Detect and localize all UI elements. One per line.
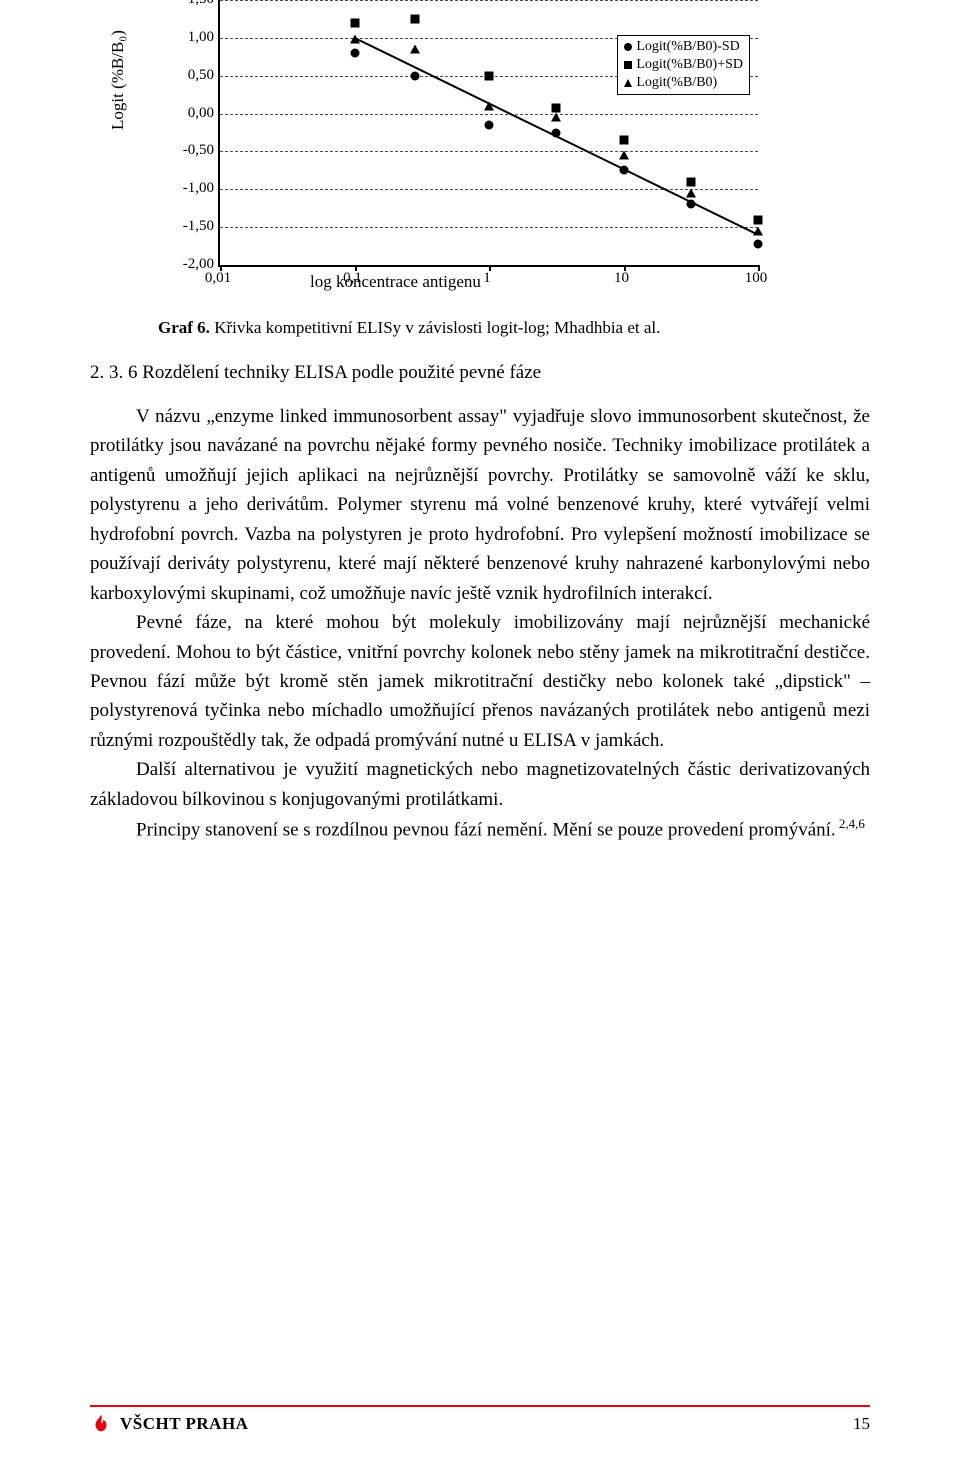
data-point	[619, 136, 628, 145]
y-tick-label: -1,50	[176, 218, 214, 235]
chart-container: Logit (%B/B₀) Logit(%B/B0)-SD Logit(%B/B…	[140, 0, 780, 300]
data-point	[350, 35, 360, 44]
data-point	[686, 189, 696, 198]
x-tick-label: 0,01	[194, 270, 242, 287]
data-point	[350, 49, 359, 58]
y-tick-label: 1,00	[176, 29, 214, 46]
y-tick-label: 0,50	[176, 67, 214, 84]
y-tick-label: -0,50	[176, 142, 214, 159]
x-tick-label: 0,1	[329, 270, 377, 287]
y-tick-label: 0,00	[176, 105, 214, 122]
gridline	[220, 227, 758, 228]
x-tick-label: 10	[598, 270, 646, 287]
data-point	[619, 166, 628, 175]
legend-label: Logit(%B/B0)	[636, 74, 717, 92]
footer-institution: VŠCHT PRAHA	[120, 1414, 248, 1434]
legend-item: Logit(%B/B0)-SD	[624, 38, 743, 56]
circle-icon	[624, 43, 632, 51]
triangle-icon	[624, 79, 632, 87]
data-point	[484, 102, 494, 111]
gridline	[220, 151, 758, 152]
figure-caption: Graf 6. Křivka kompetitivní ELISy v závi…	[158, 318, 870, 338]
data-point	[552, 128, 561, 137]
y-tick-label: 1,50	[176, 0, 214, 8]
x-tick-label: 100	[732, 270, 780, 287]
legend-label: Logit(%B/B0)+SD	[636, 56, 743, 74]
caption-label: Graf 6.	[158, 318, 210, 337]
x-tick-label: 1	[463, 270, 511, 287]
paragraph: Další alternativou je využití magnetický…	[90, 755, 870, 814]
data-point	[754, 215, 763, 224]
paragraph: V názvu „enzyme linked immunosorbent ass…	[90, 402, 870, 608]
body-text: V názvu „enzyme linked immunosorbent ass…	[90, 402, 870, 845]
legend-box: Logit(%B/B0)-SD Logit(%B/B0)+SD Logit(%B…	[617, 35, 750, 95]
data-point	[411, 14, 420, 23]
data-point	[754, 239, 763, 248]
footer-rule	[90, 1405, 870, 1407]
legend-label: Logit(%B/B0)-SD	[636, 38, 739, 56]
data-point	[350, 18, 359, 27]
legend-item: Logit(%B/B0)	[624, 74, 743, 92]
data-point	[410, 45, 420, 54]
data-point	[485, 71, 494, 80]
gridline	[220, 189, 758, 190]
y-axis-label: Logit (%B/B₀)	[108, 30, 128, 130]
data-point	[686, 200, 695, 209]
y-tick-label: -1,00	[176, 180, 214, 197]
data-point	[551, 113, 561, 122]
data-point	[552, 103, 561, 112]
flame-icon	[90, 1413, 112, 1435]
page-number: 15	[853, 1414, 870, 1434]
section-heading: 2. 3. 6 Rozdělení techniky ELISA podle p…	[90, 362, 870, 384]
paragraph-text: Principy stanovení se s rozdílnou pevnou…	[136, 819, 836, 840]
reference-marks: 2,4,6	[836, 816, 865, 831]
data-point	[753, 226, 763, 235]
paragraph: Principy stanovení se s rozdílnou pevnou…	[90, 814, 870, 845]
gridline	[220, 0, 758, 1]
legend-item: Logit(%B/B0)+SD	[624, 56, 743, 74]
gridline	[220, 114, 758, 115]
caption-text: Křivka kompetitivní ELISy v závislosti l…	[210, 318, 660, 337]
page-footer: VŠCHT PRAHA 15	[90, 1405, 870, 1435]
data-point	[619, 151, 629, 160]
data-point	[411, 71, 420, 80]
paragraph: Pevné fáze, na které mohou být molekuly …	[90, 608, 870, 755]
data-point	[686, 177, 695, 186]
square-icon	[624, 61, 632, 69]
data-point	[485, 120, 494, 129]
